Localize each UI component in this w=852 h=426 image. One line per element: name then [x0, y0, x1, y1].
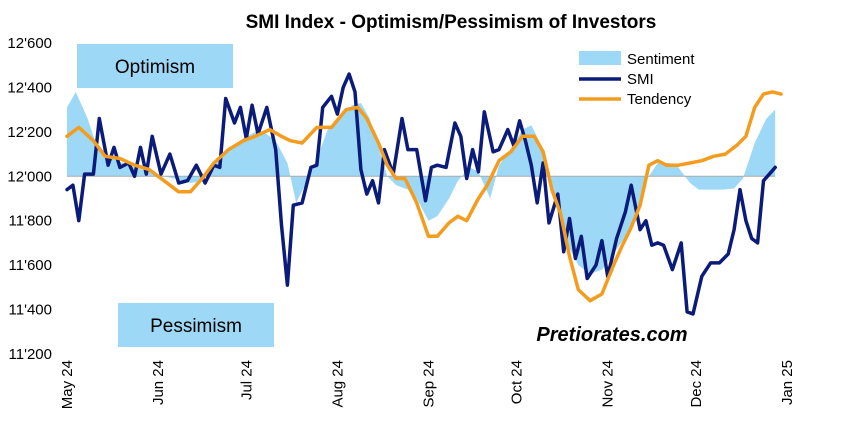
- y-tick-label: 12'400: [7, 79, 52, 96]
- optimism-label: Optimism: [115, 57, 195, 78]
- x-tick-label: Nov 24: [600, 360, 617, 408]
- pessimism-zone-box: [118, 303, 274, 347]
- legend-label-sentiment: Sentiment: [627, 51, 695, 68]
- x-tick-label: Dec 24: [688, 360, 705, 408]
- optimism-zone-box: [77, 44, 233, 88]
- chart-title: SMI Index - Optimism/Pessimism of Invest…: [246, 12, 657, 33]
- y-tick-label: 12'200: [7, 124, 52, 141]
- y-tick-label: 12'000: [7, 168, 52, 185]
- smi-line: [65, 72, 777, 316]
- legend-swatch-sentiment: [579, 51, 621, 65]
- x-tick-label: Oct 24: [509, 360, 526, 404]
- x-tick-label: Jan 25: [779, 360, 796, 405]
- y-tick-label: 11'800: [9, 213, 52, 230]
- y-tick-label: 11'400: [9, 302, 52, 319]
- y-tick-label: 12'600: [7, 35, 52, 52]
- x-tick-label: May 24: [59, 360, 76, 409]
- legend: Sentiment SMI Tendency: [579, 51, 695, 108]
- x-tick-label: Aug 24: [329, 360, 346, 408]
- legend-label-smi: SMI: [627, 71, 654, 88]
- tendency-line: [65, 90, 783, 303]
- y-tick-label: 11'600: [9, 257, 52, 274]
- legend-label-tendency: Tendency: [627, 91, 692, 108]
- watermark-text: Pretiorates.com: [536, 324, 687, 346]
- x-tick-label: Jun 24: [150, 360, 167, 405]
- y-tick-label: 11'200: [9, 346, 52, 363]
- x-tick-label: Jul 24: [238, 360, 255, 400]
- x-axis: May 24 Jun 24 Jul 24 Aug 24 Sep 24 Oct 24 Nov …: [59, 360, 796, 409]
- x-tick-label: Sep 24: [420, 360, 437, 408]
- y-axis: 12'600 12'400 12'200 12'000 11'800 11'600 11'4…: [7, 35, 52, 363]
- pessimism-label: Pessimism: [150, 316, 242, 337]
